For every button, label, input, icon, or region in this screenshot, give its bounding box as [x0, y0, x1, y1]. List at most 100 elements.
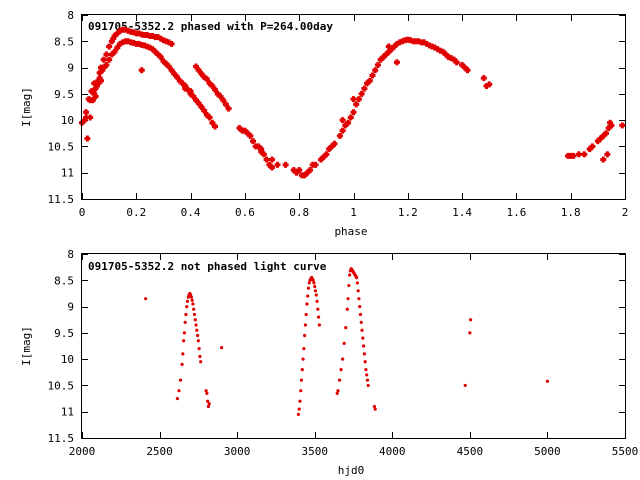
data-point — [182, 339, 186, 343]
unphased-y-tick-label: 11 — [61, 406, 74, 419]
data-point — [361, 85, 368, 92]
data-point — [385, 43, 392, 50]
data-point — [181, 352, 185, 356]
data-point — [350, 109, 357, 116]
data-point — [331, 140, 338, 147]
data-point — [314, 293, 318, 297]
data-point — [345, 119, 352, 126]
data-point — [255, 143, 262, 150]
data-point — [365, 378, 370, 382]
data-point — [157, 35, 164, 42]
data-point — [380, 54, 387, 61]
data-point — [195, 328, 199, 332]
unphased-light-curve-panel: 091705-5352.2 not phased light curve hjd… — [20, 248, 638, 477]
data-point — [575, 151, 582, 158]
data-point — [316, 315, 321, 319]
data-point — [586, 146, 593, 153]
data-point — [431, 44, 438, 51]
data-point — [209, 82, 216, 89]
data-point — [155, 51, 162, 58]
phased-y-tick-label: 8.5 — [54, 35, 74, 48]
data-point — [92, 85, 99, 92]
data-point — [198, 104, 205, 110]
data-point — [581, 151, 588, 158]
data-point — [106, 43, 113, 50]
data-point — [176, 77, 183, 84]
data-point — [220, 97, 227, 104]
data-point — [196, 339, 200, 343]
data-point — [117, 40, 124, 47]
data-point — [361, 344, 366, 348]
data-point — [366, 77, 373, 84]
unphased-y-tick-label: 10 — [61, 353, 74, 366]
phased-x-tick-label: 1 — [350, 206, 357, 219]
phased-x-tick-label: 0.8 — [289, 206, 309, 219]
data-point — [190, 93, 197, 100]
data-point — [247, 132, 254, 139]
unphased-chart-title: 091705-5352.2 not phased light curve — [88, 260, 327, 273]
data-point — [296, 412, 301, 416]
data-point — [299, 378, 304, 382]
data-point — [307, 167, 314, 174]
data-point — [342, 341, 346, 345]
data-point — [363, 360, 367, 364]
data-point — [269, 164, 276, 171]
data-point — [260, 151, 267, 158]
data-point — [339, 368, 343, 372]
data-point — [171, 70, 178, 77]
unphased-x-tick-label: 2500 — [146, 445, 173, 458]
data-point — [463, 383, 467, 388]
unphased-x-tick-label: 4500 — [457, 445, 484, 458]
data-point — [258, 148, 265, 155]
phased-y-tick-label: 11.5 — [48, 193, 75, 206]
data-point — [111, 33, 118, 40]
data-point — [453, 59, 460, 66]
data-point — [369, 72, 376, 79]
data-point — [297, 407, 301, 411]
phased-x-tick-label: 1.6 — [506, 206, 526, 219]
data-point — [199, 360, 203, 364]
data-point — [103, 51, 110, 58]
data-point — [212, 86, 219, 93]
data-point — [91, 80, 98, 87]
data-point — [114, 30, 121, 37]
data-point — [374, 61, 381, 68]
data-point — [305, 302, 309, 306]
phased-x-tick-label: 1.8 — [561, 206, 581, 219]
unphased-axis-ticks: 2000 2500 3000 3500 4000 4500 5000 5500 8 8.5 9 9.5… — [48, 248, 639, 458]
data-point — [421, 39, 428, 46]
data-point — [198, 70, 205, 77]
phased-chart-title: 091705-5352.2 phased with P=264.00day — [88, 20, 333, 33]
data-point — [336, 389, 340, 393]
unphased-plot-frame — [81, 253, 626, 439]
data-point — [385, 48, 392, 55]
data-point — [483, 82, 490, 89]
data-point — [600, 132, 607, 139]
phased-x-tick-label: 2 — [622, 206, 629, 219]
data-point — [359, 320, 363, 324]
data-point — [206, 80, 213, 87]
data-point — [312, 161, 319, 168]
data-point — [152, 48, 159, 55]
data-point — [383, 51, 390, 58]
data-point — [290, 167, 297, 174]
unphased-x-tick-label: 3500 — [301, 445, 328, 458]
data-point — [323, 151, 330, 158]
data-point — [355, 96, 362, 103]
data-point — [108, 51, 115, 58]
data-point — [336, 132, 343, 139]
data-point — [326, 146, 333, 153]
data-point — [450, 56, 457, 63]
data-point — [222, 101, 229, 108]
data-point — [92, 93, 99, 100]
data-point — [197, 347, 201, 351]
data-point — [195, 67, 202, 74]
data-point — [366, 383, 370, 388]
data-point — [341, 357, 345, 361]
data-point — [83, 109, 90, 116]
data-point — [146, 44, 153, 51]
data-point — [100, 56, 107, 63]
data-point — [111, 48, 118, 55]
data-point — [201, 107, 208, 114]
data-point — [459, 61, 466, 68]
